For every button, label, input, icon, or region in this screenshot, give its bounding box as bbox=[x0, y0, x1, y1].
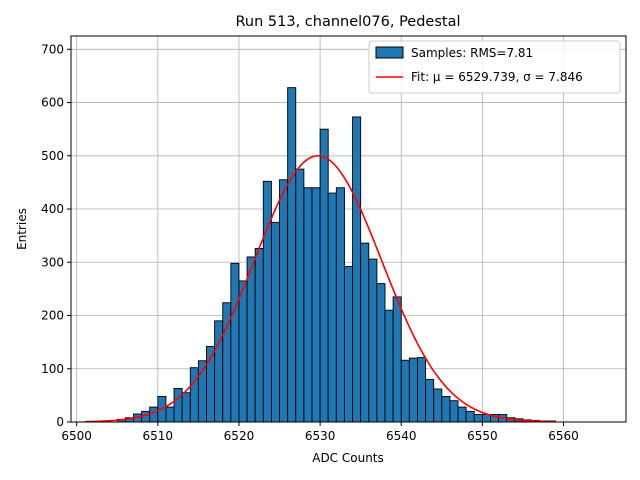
histogram-bar bbox=[408, 357, 418, 423]
x-tick-label: 6500 bbox=[61, 429, 92, 443]
x-axis-ticks: 6500 6510 6520 6530 6540 6550 6560 bbox=[61, 422, 579, 443]
y-tick-label: 600 bbox=[41, 96, 64, 110]
histogram-bar bbox=[417, 357, 427, 423]
histogram-bar bbox=[352, 116, 362, 423]
histogram-bar bbox=[433, 388, 443, 423]
x-tick-label: 6520 bbox=[224, 429, 255, 443]
y-tick-label: 200 bbox=[41, 309, 64, 323]
x-tick-label: 6510 bbox=[143, 429, 174, 443]
histogram-bar bbox=[376, 283, 386, 423]
histogram-bar bbox=[400, 359, 410, 423]
histogram-bar bbox=[449, 400, 459, 423]
x-tick-label: 6550 bbox=[467, 429, 498, 443]
histogram-bar bbox=[303, 187, 313, 423]
histogram-bar bbox=[295, 168, 305, 423]
legend: Samples: RMS=7.81 Fit: μ = 6529.739, σ =… bbox=[368, 40, 621, 94]
histogram-bar bbox=[319, 128, 329, 423]
y-tick-label: 500 bbox=[41, 149, 64, 163]
histogram-bar bbox=[392, 296, 402, 423]
histogram-bar bbox=[262, 180, 272, 423]
histogram-bar bbox=[238, 280, 248, 423]
histogram-bar bbox=[287, 87, 297, 423]
histogram-bar bbox=[149, 406, 159, 423]
histogram-bar bbox=[165, 406, 175, 423]
histogram-bar bbox=[173, 388, 183, 423]
y-tick-label: 0 bbox=[56, 415, 64, 429]
histogram-bar bbox=[441, 395, 451, 423]
histogram-bar bbox=[230, 262, 240, 423]
chart-title: Run 513, channel076, Pedestal bbox=[235, 14, 460, 30]
histogram-bar bbox=[246, 256, 256, 423]
y-axis-ticks: 0 100 200 300 400 500 600 700 bbox=[41, 42, 71, 429]
legend-histogram-swatch bbox=[375, 46, 404, 59]
gaussian-fit-curve bbox=[84, 154, 556, 423]
x-tick-label: 6530 bbox=[305, 429, 336, 443]
histogram-bar bbox=[457, 406, 467, 423]
histogram-bar bbox=[343, 266, 354, 423]
histogram-bar bbox=[473, 414, 483, 423]
histogram-bar bbox=[279, 179, 289, 423]
histogram-bar bbox=[254, 247, 264, 423]
histogram-bar bbox=[327, 192, 337, 423]
histogram-bar bbox=[425, 378, 435, 423]
y-tick-label: 300 bbox=[41, 255, 64, 269]
legend-box bbox=[368, 40, 621, 94]
histogram-bar bbox=[270, 221, 280, 423]
histogram-bar bbox=[465, 410, 475, 423]
histogram-bar bbox=[335, 187, 345, 423]
x-tick-label: 6540 bbox=[386, 429, 417, 443]
y-tick-label: 400 bbox=[41, 202, 64, 216]
histogram-bar bbox=[360, 242, 370, 423]
y-tick-label: 100 bbox=[41, 362, 64, 376]
x-tick-label: 6560 bbox=[548, 429, 579, 443]
histogram-bar bbox=[384, 309, 394, 423]
legend-fit-label: Fit: μ = 6529.739, σ = 7.846 bbox=[411, 70, 583, 84]
histogram-bar bbox=[181, 392, 191, 423]
y-tick-label: 700 bbox=[41, 42, 64, 56]
histogram-bar bbox=[311, 187, 321, 423]
x-axis-label: ADC Counts bbox=[312, 451, 384, 465]
y-axis-label: Entries bbox=[15, 208, 29, 250]
histogram-bar bbox=[189, 367, 199, 423]
histogram-bar bbox=[368, 258, 378, 423]
legend-histogram-label: Samples: RMS=7.81 bbox=[411, 46, 533, 60]
plot-frame bbox=[70, 35, 627, 423]
